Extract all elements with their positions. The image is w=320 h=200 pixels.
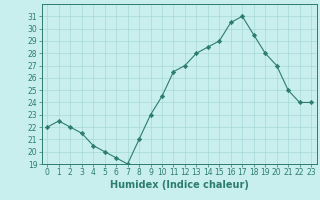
- X-axis label: Humidex (Indice chaleur): Humidex (Indice chaleur): [110, 180, 249, 190]
